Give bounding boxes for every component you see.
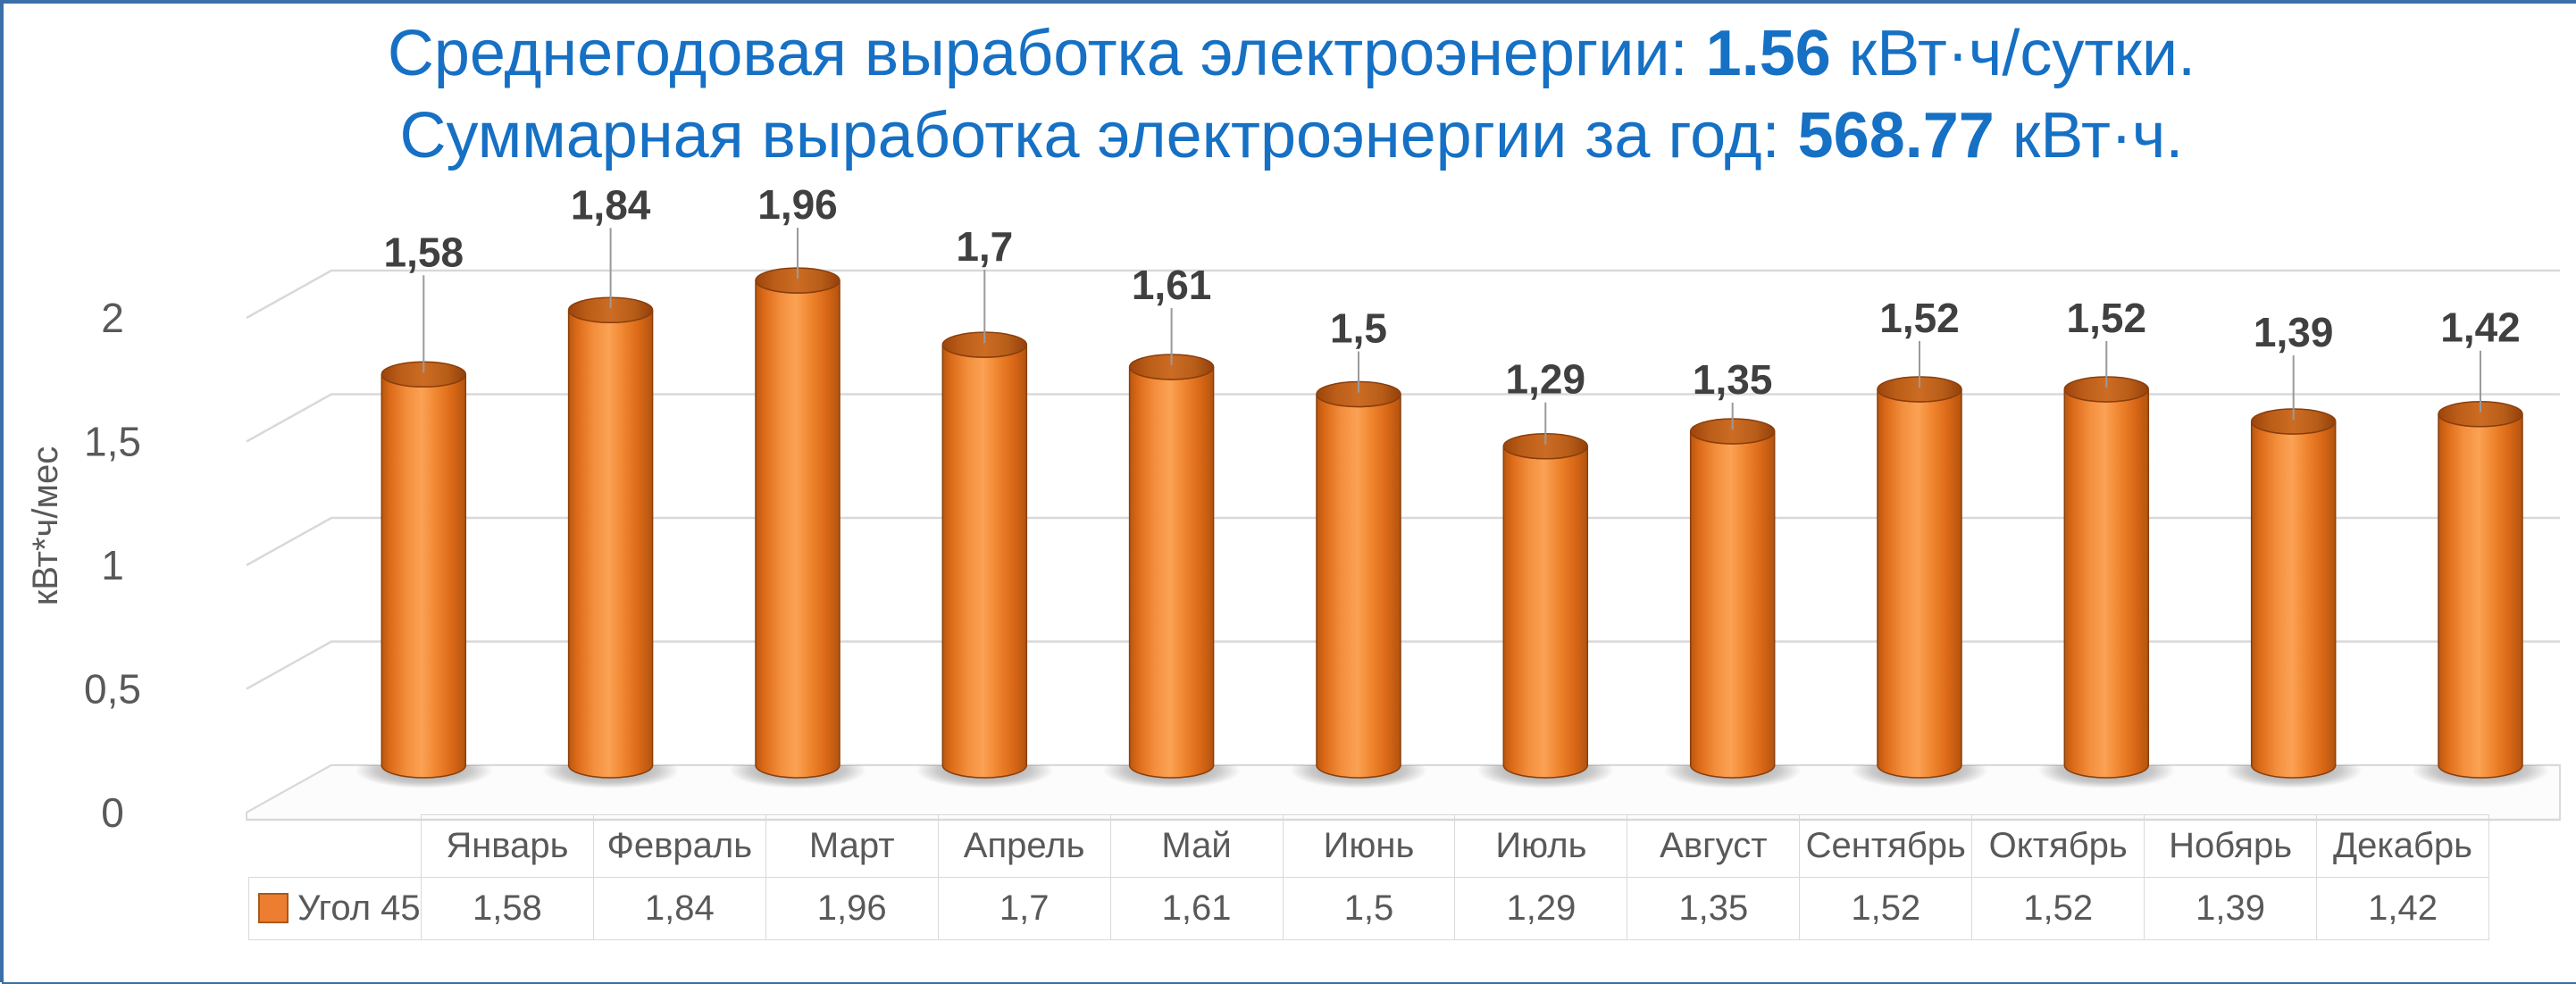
svg-text:1,5: 1,5 <box>1330 305 1387 352</box>
svg-text:1,7: 1,7 <box>956 223 1013 270</box>
svg-text:1,61: 1,61 <box>1132 262 1212 308</box>
svg-text:1,84: 1,84 <box>571 181 651 228</box>
svg-text:1,42: 1,42 <box>2440 304 2521 351</box>
svg-text:1,96: 1,96 <box>757 181 838 228</box>
svg-text:1,52: 1,52 <box>2067 295 2147 341</box>
svg-text:1,58: 1,58 <box>384 229 464 275</box>
svg-text:1,52: 1,52 <box>1879 295 1960 341</box>
svg-text:1,35: 1,35 <box>1693 356 1773 403</box>
svg-text:0,5: 0,5 <box>84 666 141 713</box>
svg-text:1,39: 1,39 <box>2254 309 2334 355</box>
svg-text:1,29: 1,29 <box>1506 356 1586 403</box>
svg-text:0: 0 <box>101 789 124 836</box>
svg-text:2: 2 <box>101 295 124 341</box>
svg-text:1,5: 1,5 <box>84 419 141 465</box>
svg-text:1: 1 <box>101 542 124 588</box>
